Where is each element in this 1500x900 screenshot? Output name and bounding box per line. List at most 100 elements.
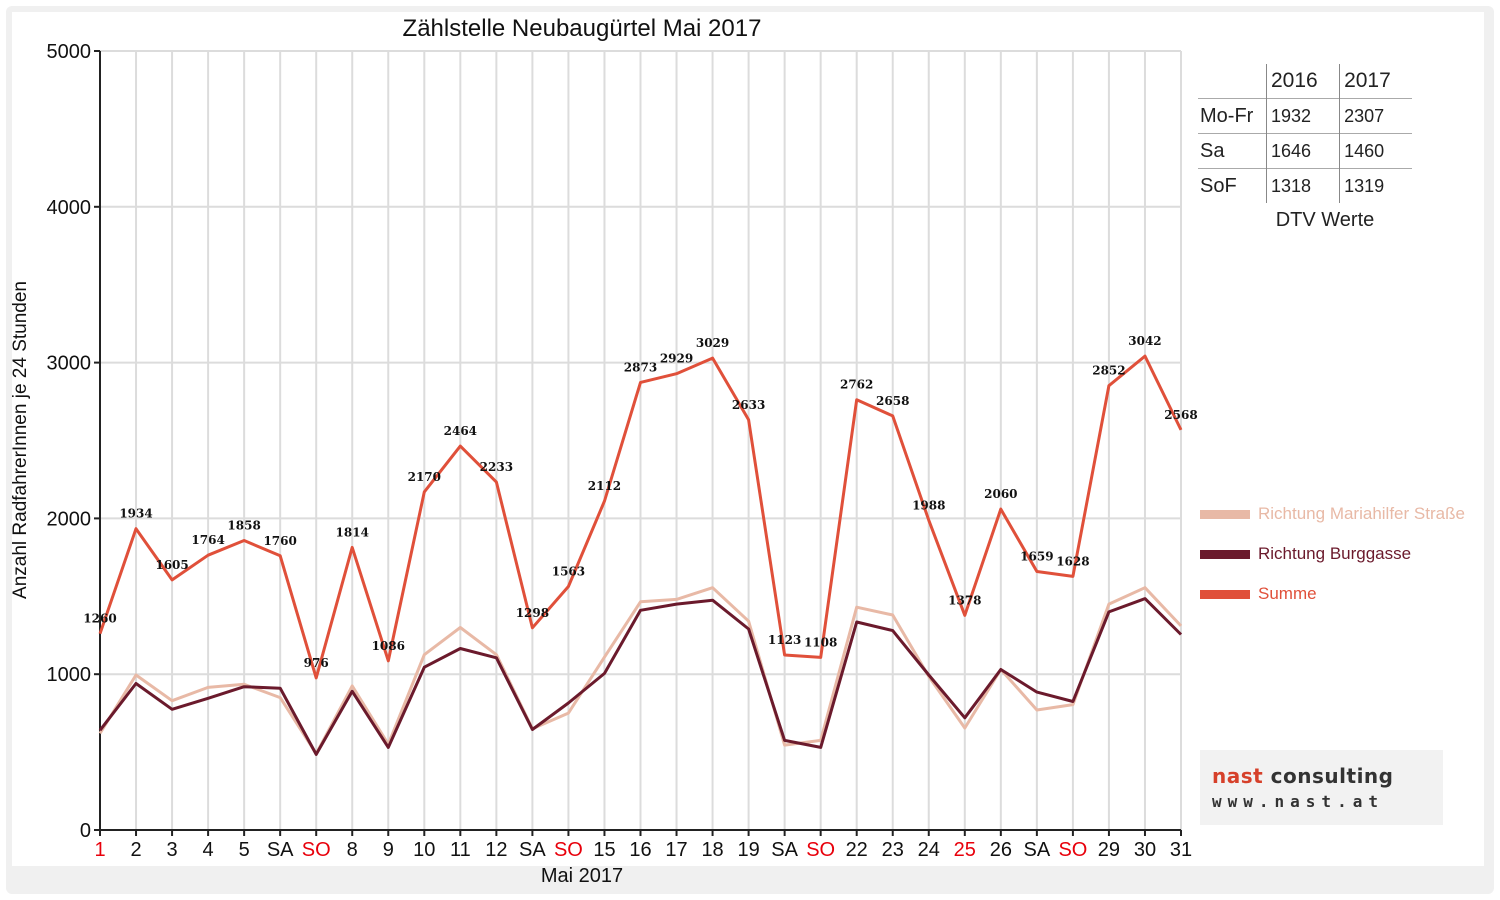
x-tick-label: SO — [1058, 839, 1087, 861]
x-tick-label: 1 — [94, 839, 105, 861]
y-tick-label: 0 — [80, 820, 91, 842]
dtv-value-2016: 1318 — [1265, 168, 1340, 203]
y-axis-label: Anzahl RadfahrerInnen je 24 Stunden — [10, 281, 31, 599]
dtv-value-2017: 1319 — [1339, 168, 1412, 203]
logo-url: www.nast.at — [1212, 792, 1384, 811]
data-label: 2060 — [984, 487, 1017, 501]
legend-item-mariahilfer: Richtung Mariahilfer Straße — [1200, 494, 1465, 534]
data-label: 2233 — [480, 460, 513, 474]
data-label: 2873 — [624, 360, 657, 374]
dtv-row-sa: Sa 1646 1460 — [1198, 133, 1412, 169]
data-label: 2170 — [408, 470, 441, 484]
legend-swatch — [1200, 589, 1250, 599]
data-label: 2568 — [1164, 408, 1197, 422]
dtv-value-2017: 2307 — [1339, 98, 1412, 134]
legend-swatch — [1200, 549, 1250, 559]
legend-swatch — [1200, 509, 1250, 519]
data-label: 1764 — [191, 533, 224, 547]
x-tick-label: SO — [554, 839, 583, 861]
x-tick-label: 5 — [239, 839, 250, 861]
x-tick-label: 9 — [383, 839, 394, 861]
data-label: 2852 — [1092, 364, 1125, 378]
x-tick-label: 11 — [450, 839, 471, 861]
logo-wordmark: nast consulting — [1212, 764, 1393, 788]
data-label: 2762 — [840, 378, 873, 392]
x-tick-label: SO — [302, 839, 331, 861]
data-label: 2112 — [588, 479, 621, 493]
x-tick-label: 30 — [1134, 839, 1156, 861]
x-tick-label: 16 — [629, 839, 651, 861]
dtv-row-label: Mo-Fr — [1198, 98, 1267, 134]
x-tick-label: 4 — [203, 839, 214, 861]
x-tick-label: 19 — [737, 839, 759, 861]
data-label: 1086 — [372, 639, 405, 653]
dtv-row-label: Sa — [1198, 133, 1267, 169]
company-logo: nast consulting www.nast.at — [1200, 750, 1443, 825]
dtv-row-sof: SoF 1318 1319 — [1198, 168, 1412, 203]
data-label: 1563 — [552, 564, 585, 578]
series-line — [98, 354, 1183, 680]
x-tick-label: 2 — [130, 839, 141, 861]
data-label: 1659 — [1020, 550, 1053, 564]
data-label: 3042 — [1128, 334, 1161, 348]
data-label: 1260 — [83, 612, 116, 626]
dtv-row-mo-fr: Mo-Fr 1932 2307 — [1198, 98, 1412, 134]
x-tick-label: 17 — [665, 839, 687, 861]
x-tick-label: 12 — [485, 839, 507, 861]
x-tick-label: 22 — [846, 839, 868, 861]
x-axis-label: Mai 2017 — [541, 865, 623, 887]
x-tick-label: 31 — [1170, 839, 1192, 861]
dtv-header-2016: 2016 — [1265, 64, 1340, 99]
data-label: 1108 — [804, 635, 837, 649]
data-label: 1378 — [948, 593, 981, 607]
chart-legend: Richtung Mariahilfer Straße Richtung Bur… — [1200, 494, 1465, 614]
data-label: 1628 — [1056, 554, 1089, 568]
x-tick-label: 8 — [347, 839, 358, 861]
logo-word-consulting: consulting — [1270, 764, 1394, 788]
data-label: 2658 — [876, 394, 909, 408]
legend-label: Richtung Mariahilfer Straße — [1258, 504, 1465, 523]
legend-label: Summe — [1258, 584, 1317, 603]
x-tick-label: 15 — [593, 839, 615, 861]
x-tick-label: 10 — [413, 839, 435, 861]
x-tick-label: SA — [519, 839, 546, 861]
y-tick-label: 5000 — [47, 41, 92, 63]
dtv-table: 2016 2017 Mo-Fr 1932 2307 Sa 1646 1460 S… — [1198, 64, 1412, 232]
x-tick-label: 29 — [1098, 839, 1120, 861]
series-line — [98, 597, 1183, 756]
legend-item-burggasse: Richtung Burggasse — [1200, 534, 1465, 574]
data-label: 3029 — [696, 336, 729, 350]
x-tick-label: 25 — [954, 839, 976, 861]
y-tick-label: 1000 — [47, 664, 92, 686]
y-tick-label: 4000 — [47, 197, 92, 219]
data-label: 1298 — [516, 606, 549, 620]
y-tick-label: 3000 — [47, 353, 92, 375]
data-label: 1988 — [912, 498, 945, 512]
x-tick-label: 24 — [918, 839, 940, 861]
data-label: 1123 — [768, 633, 801, 647]
data-label: 1858 — [227, 519, 260, 533]
x-tick-label: SA — [771, 839, 798, 861]
data-label: 2929 — [660, 352, 693, 366]
data-label: 2633 — [732, 398, 765, 412]
legend-item-summe: Summe — [1200, 574, 1465, 614]
x-tick-label: SA — [267, 839, 294, 861]
y-tick-label: 2000 — [47, 508, 92, 530]
chart-title: Zählstelle Neubaugürtel Mai 2017 — [403, 15, 762, 42]
dtv-value-2016: 1646 — [1265, 133, 1340, 169]
data-label: 1934 — [119, 507, 152, 521]
x-tick-label: 3 — [167, 839, 178, 861]
dtv-caption: DTV Werte — [1275, 209, 1375, 231]
dtv-header-2017: 2017 — [1339, 64, 1412, 99]
dtv-row-label: SoF — [1198, 168, 1267, 203]
legend-label: Richtung Burggasse — [1258, 544, 1412, 563]
x-tick-label: SA — [1024, 839, 1051, 861]
logo-word-nast: nast — [1212, 764, 1264, 788]
data-label: 1605 — [155, 558, 188, 572]
x-tick-label: SO — [806, 839, 835, 861]
dtv-value-2017: 1460 — [1339, 133, 1412, 169]
x-tick-label: 18 — [701, 839, 723, 861]
dtv-value-2016: 1932 — [1265, 98, 1340, 134]
data-label: 2464 — [444, 424, 477, 438]
